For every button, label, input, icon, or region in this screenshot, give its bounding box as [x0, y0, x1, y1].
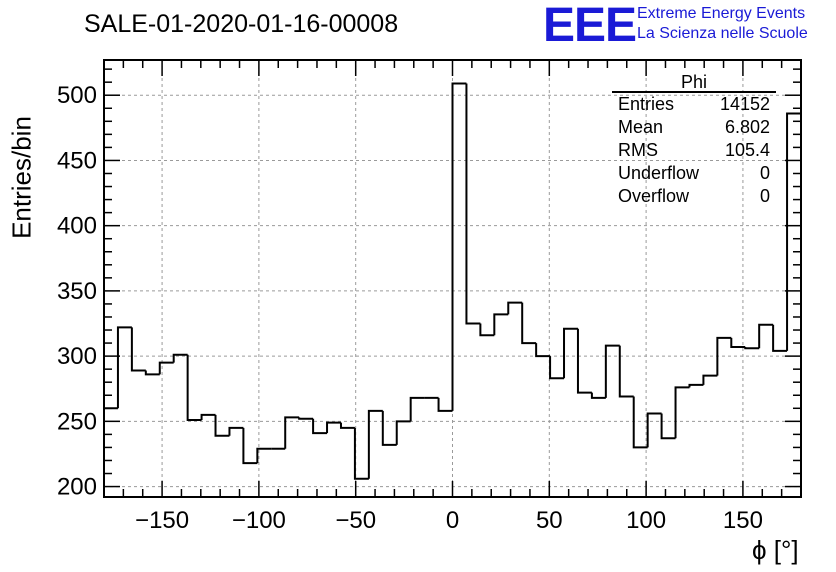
x-tick-label: 50: [536, 507, 563, 534]
histogram-bin: [103, 407, 118, 497]
stats-label: Entries: [618, 94, 675, 114]
histogram-bin: [242, 427, 258, 465]
stats-box-rule: [612, 91, 776, 93]
histogram-bin: [479, 323, 495, 337]
histogram-bin: [730, 337, 746, 348]
stats-value: 0: [759, 163, 770, 183]
histogram-bin: [646, 412, 662, 448]
histogram-bin: [604, 344, 620, 398]
axis-ticks: [103, 60, 802, 497]
histogram-bin: [758, 323, 774, 349]
y-axis-label: Entries/bin: [6, 116, 37, 239]
histogram-bin: [772, 324, 788, 352]
histogram-bin: [158, 361, 174, 375]
chart-title: SALE-01-2020-01-16-00008: [84, 10, 399, 38]
stats-box-title: Phi: [680, 72, 707, 92]
histogram-bin: [186, 354, 202, 422]
histogram-bins: [103, 82, 802, 497]
histogram-bin: [549, 356, 565, 380]
histogram-bin: [284, 416, 300, 449]
histogram-bin: [409, 396, 425, 422]
x-tick-label: 0: [446, 507, 459, 534]
histogram-bin: [618, 345, 634, 398]
axis-tick-labels: −150 −100 −50 0 50 100 150 200 250 300 350 400 450 50…: [57, 82, 763, 534]
y-tick-label: 450: [57, 147, 97, 174]
stats-label: RMS: [618, 140, 658, 160]
histogram-bin: [632, 396, 648, 449]
histogram-bin: [521, 302, 537, 345]
histogram-bin: [298, 417, 314, 420]
y-tick-label: 500: [57, 82, 97, 109]
stats-row-underflow: Underflow 0: [618, 163, 770, 185]
histogram-bin: [395, 420, 411, 445]
histogram-bin: [367, 409, 383, 479]
stats-row-overflow: Overflow 0: [618, 186, 770, 208]
histogram-bin: [660, 413, 676, 440]
histogram-bin: [437, 397, 453, 412]
eee-logo-mark: EEE: [543, 0, 637, 52]
stats-label: Overflow: [618, 186, 690, 206]
histogram-bin: [465, 83, 481, 325]
stats-row-entries: Entries 14152: [618, 94, 770, 116]
y-tick-label: 300: [57, 343, 97, 370]
histogram-bin: [256, 447, 272, 464]
stats-label: Mean: [618, 117, 664, 137]
y-tick-label: 350: [57, 278, 97, 305]
logo-line-2: La Scienza nelle Scuole: [637, 25, 808, 42]
stats-value: 0: [759, 186, 770, 206]
histogram-bin: [716, 336, 732, 376]
histogram-bin: [130, 327, 146, 372]
stats-value: 14152: [719, 94, 770, 114]
histogram-bin: [381, 410, 397, 446]
histogram-bin: [493, 313, 509, 336]
logo-line-1: Extreme Energy Events: [637, 5, 806, 22]
histogram-bin: [116, 326, 132, 409]
histogram-bin: [312, 418, 328, 435]
histogram-bin: [144, 370, 160, 376]
histogram-bin: [451, 82, 467, 411]
y-axis-label-box: Entries/bin: [2, 112, 42, 242]
histogram-bin: [228, 426, 244, 436]
histogram-bin: [590, 392, 606, 399]
histogram-bin: [688, 383, 704, 388]
histogram-bin: [326, 421, 341, 434]
y-tick-label: 400: [57, 213, 97, 240]
stats-label: Underflow: [618, 163, 700, 183]
x-axis-label: ϕ [°]: [752, 535, 799, 565]
histogram-bin: [200, 413, 216, 421]
x-tick-label: −50: [335, 507, 376, 534]
x-tick-label: 100: [626, 507, 666, 534]
histogram-bin: [507, 301, 523, 315]
histogram-bin: [172, 353, 188, 363]
stats-row-rms: RMS 105.4: [618, 140, 770, 162]
histogram-bin: [353, 427, 369, 480]
histogram-bin: [576, 328, 592, 394]
x-tick-label: −150: [135, 507, 189, 534]
y-tick-label: 250: [57, 408, 97, 435]
histogram-bin: [214, 414, 230, 437]
histogram-bin: [702, 374, 718, 385]
histogram-bin: [339, 422, 355, 429]
histogram-bin: [535, 343, 551, 358]
histogram-bin: [674, 386, 690, 439]
histogram-bin: [563, 327, 578, 379]
y-tick-label: 200: [57, 474, 97, 501]
x-tick-label: 150: [723, 507, 763, 534]
histogram-bin: [786, 112, 802, 497]
x-tick-label: −100: [232, 507, 286, 534]
stats-value: 6.802: [724, 117, 770, 137]
stats-value: 105.4: [724, 140, 770, 160]
histogram-bin: [744, 346, 760, 350]
stats-row-mean: Mean 6.802: [618, 117, 770, 139]
